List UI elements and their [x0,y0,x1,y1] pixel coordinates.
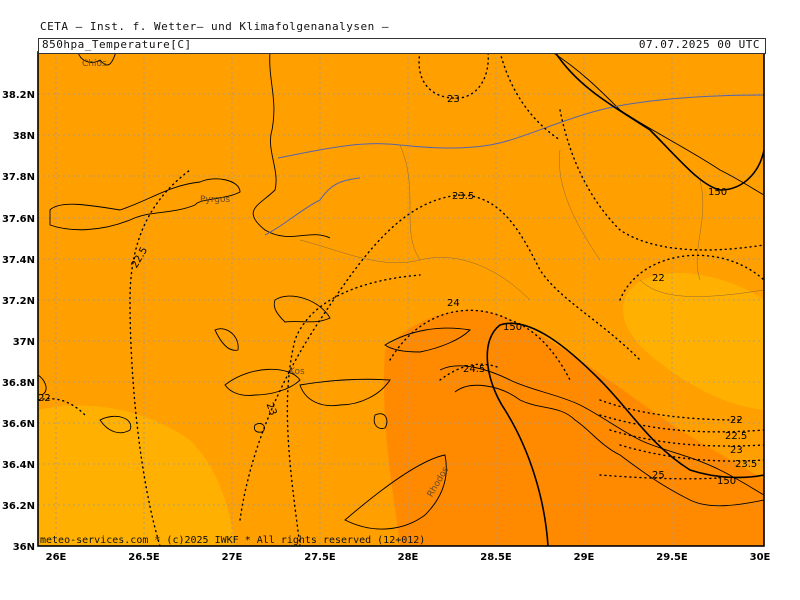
chart-title: CETA — Inst. f. Wetter— und Klimafolgena… [40,20,390,33]
parameter-label: 850hpa_Temperature[C] [42,38,192,51]
country-borders [264,94,764,236]
lat-label: 38N [13,131,35,142]
isotherm-label: 22 [38,393,51,404]
lat-label: 37.4N [2,255,35,266]
isotherm-label: 22 [652,273,665,284]
lat-label: 37.8N [2,172,35,183]
lon-label: 28.5E [480,552,512,563]
valid-datetime: 07.07.2025 00 UTC [638,38,760,51]
isotherm-label: 24.5 [463,364,485,375]
graticule [38,52,764,546]
place-label-kos: Kos [289,367,305,377]
place-label-chios: Chios [82,59,107,69]
lon-label: 26E [46,552,67,563]
lat-label: 38.2N [2,90,35,101]
isotherm-label: 22 [730,415,743,426]
temp-field-warm [383,309,764,546]
lat-label: 36.4N [2,460,35,471]
lon-label: 28E [398,552,419,563]
lon-label: 27.5E [304,552,336,563]
lat-label: 36.6N [2,419,35,430]
lon-label: 30E [750,552,771,563]
height-contours [486,52,764,546]
place-label-pyrgos: Pyrgos [200,195,231,205]
copyright-notice: meteo-services.com * (c)2025 IWKF * All … [40,535,426,546]
isotherms [38,52,764,546]
isotherm-label: 23.5 [735,459,757,470]
lat-label: 37N [13,337,35,348]
isotherm-label: 24 [447,298,460,309]
region-lines [299,144,764,301]
isotherm-label: 25 [652,470,665,481]
isotherm-label: 23 [264,401,279,417]
temp-field-cool-left [38,405,235,546]
lon-label: 29E [574,552,595,563]
isotherm-label: 23 [730,445,743,456]
parameter-bar [38,38,766,54]
lat-label: 36.2N [2,501,35,512]
isotherm-label: 23.5 [452,191,474,202]
lat-label: 36.8N [2,378,35,389]
isotherm-label: 23 [447,94,460,105]
height-label: 150 [503,322,522,333]
temp-field-cool-right [623,273,764,410]
isotherm-label: 22.5 [725,431,747,442]
lon-label: 26.5E [128,552,160,563]
lat-label: 36N [13,542,35,553]
lat-label: 37.6N [2,214,35,225]
lat-label: 37.2N [2,296,35,307]
height-label: 150 [717,476,736,487]
lon-label: 29.5E [656,552,688,563]
height-label: 150 [708,187,727,198]
coastlines [38,52,764,530]
lon-label: 27E [222,552,243,563]
